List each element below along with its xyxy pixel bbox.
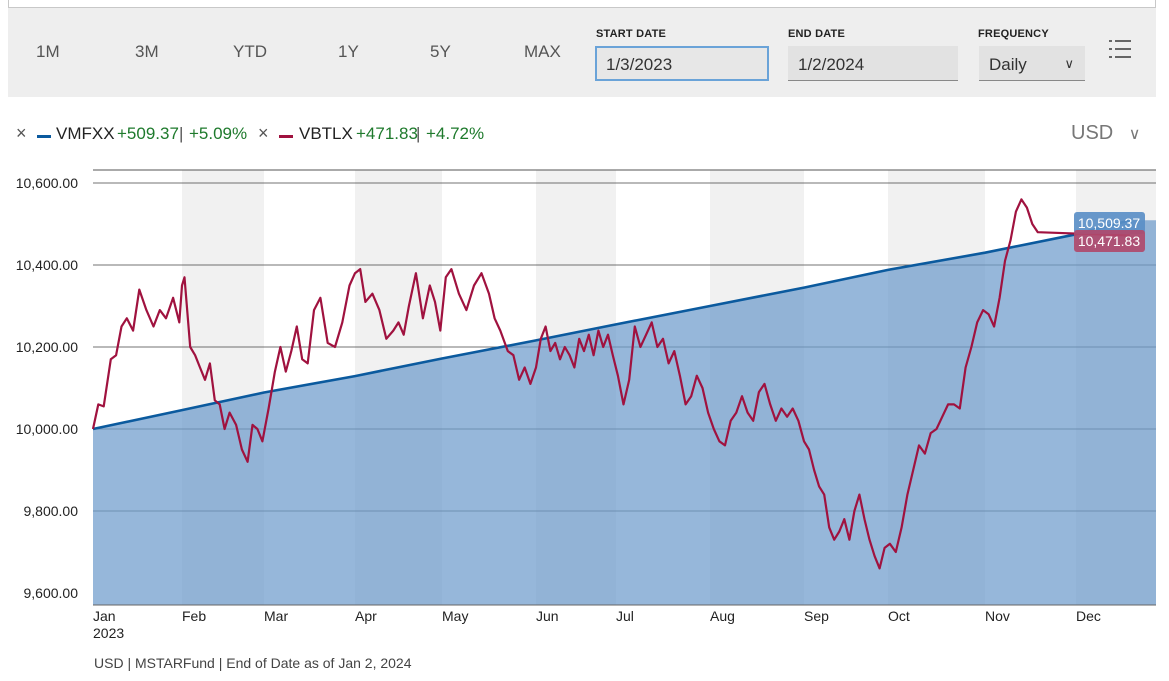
y-tick-label: 9,800.00 xyxy=(24,503,79,519)
x-year-label: 2023 xyxy=(93,625,124,641)
legend-vbtlx-ticker: VBTLX xyxy=(299,124,353,143)
month-band xyxy=(355,170,442,605)
chevron-down-icon: ∨ xyxy=(1064,56,1074,71)
x-tick-label: Aug xyxy=(710,608,735,624)
x-tick-label: Nov xyxy=(985,608,1010,624)
x-tick-label: May xyxy=(442,608,468,624)
frequency-select[interactable]: Daily ∨ xyxy=(979,46,1085,81)
x-tick-label: Oct xyxy=(888,608,910,624)
legend-vbtlx-pct: +4.72% xyxy=(426,124,485,143)
x-tick-label: Jun xyxy=(536,608,559,624)
frequency-value: Daily xyxy=(989,55,1027,74)
series-line-vbtlx xyxy=(91,198,1131,570)
month-band xyxy=(888,170,985,605)
legend-separator: | xyxy=(179,124,184,143)
month-band xyxy=(536,170,616,605)
chart-footnote: USD | MSTARFund | End of Date as of Jan … xyxy=(94,655,412,671)
range-5y-button[interactable]: 5Y xyxy=(430,42,451,61)
legend-vmfxx-ticker: VMFXX xyxy=(56,124,115,143)
chevron-down-icon: ∨ xyxy=(1128,126,1141,143)
x-tick-label: Jan xyxy=(93,608,116,624)
x-tick-label: Jul xyxy=(616,608,634,624)
month-band xyxy=(182,170,264,605)
toolbar: 1M 3M YTD 1Y 5Y MAX START DATE 1/3/2023 … xyxy=(8,8,1156,97)
y-tick-label: 9,600.00 xyxy=(24,585,79,601)
x-tick-label: Sep xyxy=(804,608,829,624)
range-ytd-button[interactable]: YTD xyxy=(233,42,267,61)
legend-vmfxx-change: +509.37 xyxy=(117,124,179,143)
end-value-label: 10,509.37 xyxy=(1078,215,1140,231)
x-tick-label: Apr xyxy=(355,608,377,624)
remove-vbtlx-icon[interactable]: × xyxy=(258,123,269,143)
y-tick-label: 10,000.00 xyxy=(16,421,78,437)
legend-vbtlx-change: +471.83 xyxy=(356,124,418,143)
vbtlx-swatch xyxy=(279,135,293,138)
remove-vmfxx-icon[interactable]: × xyxy=(16,123,27,143)
currency-select[interactable]: USD ∨ xyxy=(1071,122,1141,145)
end-value-badge xyxy=(1074,212,1145,234)
y-tick-label: 10,600.00 xyxy=(16,175,78,191)
end-value-label: 10,471.83 xyxy=(1078,233,1140,249)
vmfxx-swatch xyxy=(37,135,51,138)
y-tick-label: 10,200.00 xyxy=(16,339,78,355)
frequency-label: FREQUENCY xyxy=(978,28,1049,40)
range-1y-button[interactable]: 1Y xyxy=(338,42,359,61)
end-date-label: END DATE xyxy=(788,28,846,40)
series-line-vmfxx xyxy=(92,219,1131,431)
end-value-badge xyxy=(1074,230,1145,252)
y-tick-label: 10,400.00 xyxy=(16,257,78,273)
month-band xyxy=(710,170,804,605)
x-tick-label: Dec xyxy=(1076,608,1101,624)
currency-value: USD xyxy=(1071,122,1114,144)
legend-vmfxx-pct: +5.09% xyxy=(189,124,248,143)
x-tick-label: Feb xyxy=(182,608,206,624)
range-3m-button[interactable]: 3M xyxy=(135,42,159,61)
x-tick-label: Mar xyxy=(264,608,288,624)
range-max-button[interactable]: MAX xyxy=(524,42,561,61)
month-band xyxy=(1076,170,1156,605)
list-menu-icon[interactable] xyxy=(1109,39,1131,59)
vmfxx-area xyxy=(93,220,1156,606)
end-date-input[interactable]: 1/2/2024 xyxy=(788,46,958,81)
top-border xyxy=(8,0,1156,8)
range-1m-button[interactable]: 1M xyxy=(36,42,60,61)
start-date-input[interactable]: 1/3/2023 xyxy=(595,46,769,81)
legend-separator: | xyxy=(416,124,421,143)
start-date-label: START DATE xyxy=(596,28,667,40)
